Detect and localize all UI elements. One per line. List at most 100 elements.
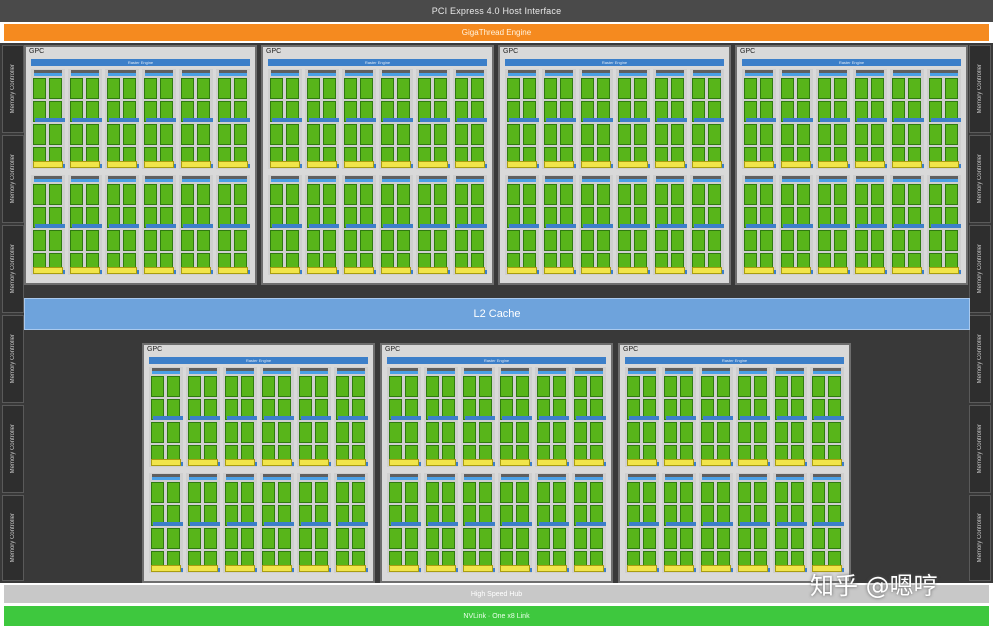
sm-unit: [581, 184, 613, 228]
tpc-block: [305, 69, 339, 169]
cuda-core-block: [929, 184, 942, 205]
cuda-core-block: [405, 528, 418, 549]
polymorph-engine-bar: [745, 73, 773, 76]
polymorph-engine-bar: [656, 73, 684, 76]
sm-unit: [151, 482, 183, 526]
gpc-label: GPC: [385, 346, 401, 353]
tpc-block: [816, 69, 850, 169]
tpc-block: [149, 473, 183, 573]
sm-unit: [107, 184, 139, 228]
polymorph-engine: [71, 70, 99, 73]
sm-unit: [818, 78, 850, 122]
cuda-core-block: [455, 124, 468, 145]
rt-core: [509, 118, 539, 122]
cuda-core-block: [590, 528, 603, 549]
polymorph-engine-bar: [545, 179, 573, 182]
tpc-block: [387, 367, 421, 467]
cuda-core-block: [144, 78, 157, 99]
rt-core: [338, 522, 368, 526]
tpc-block: [342, 69, 376, 169]
nvlink-bar: NVLink · One x8 Link: [4, 606, 989, 626]
tpc-block: [453, 69, 487, 169]
cuda-core-block: [151, 422, 164, 443]
rt-core: [220, 224, 250, 228]
sm-unit: [812, 376, 844, 420]
polymorph-engine: [300, 368, 328, 371]
texture-unit: [418, 161, 448, 168]
gpc-block: GPC Raster Engine: [261, 45, 494, 285]
cuda-core-block: [463, 422, 476, 443]
rt-core: [583, 224, 613, 228]
polymorph-engine: [665, 474, 693, 477]
polymorph-engine: [856, 70, 884, 73]
cuda-core-block: [70, 230, 83, 251]
cuda-core-block: [262, 376, 275, 397]
cuda-core-block: [500, 528, 513, 549]
cuda-core-block: [855, 230, 868, 251]
polymorph-engine-bar: [538, 371, 566, 374]
polymorph-engine-bar: [508, 73, 536, 76]
polymorph-engine: [182, 176, 210, 179]
cuda-core-block: [352, 528, 365, 549]
cuda-core-block: [500, 482, 513, 503]
cuda-core-block: [397, 230, 410, 251]
cuda-core-block: [204, 422, 217, 443]
cuda-core-block: [270, 184, 283, 205]
texture-unit: [107, 267, 137, 274]
rt-core: [629, 522, 659, 526]
cuda-core-block: [434, 124, 447, 145]
gpc-block: GPC Raster Engine: [142, 343, 375, 583]
gpc-block: GPC Raster Engine: [498, 45, 731, 285]
cuda-core-block: [834, 78, 847, 99]
texture-unit: [107, 161, 137, 168]
tpc-block: [579, 69, 613, 169]
cuda-core-block: [262, 482, 275, 503]
cuda-core-block: [590, 482, 603, 503]
tpc-block: [149, 367, 183, 467]
polymorph-engine: [619, 70, 647, 73]
memory-controller-label: Memory Controller: [10, 513, 16, 563]
texture-unit: [701, 459, 731, 466]
cuda-core-block: [692, 230, 705, 251]
high-speed-hub: High Speed Hub: [4, 585, 989, 603]
cuda-core-block: [892, 124, 905, 145]
cuda-core-block: [167, 376, 180, 397]
cuda-core-block: [760, 78, 773, 99]
sm-unit: [381, 78, 413, 122]
cuda-core-block: [225, 422, 238, 443]
polymorph-engine-bar: [782, 73, 810, 76]
rt-core: [666, 522, 696, 526]
rt-core: [391, 416, 421, 420]
rt-core: [931, 118, 961, 122]
cuda-core-block: [286, 184, 299, 205]
sm-unit: [500, 482, 532, 526]
cuda-core-block: [241, 528, 254, 549]
cuda-core-block: [33, 184, 46, 205]
cuda-core-block: [908, 184, 921, 205]
texture-unit: [781, 267, 811, 274]
texture-unit: [655, 161, 685, 168]
rt-core: [465, 522, 495, 526]
polymorph-engine-bar: [108, 179, 136, 182]
polymorph-engine: [189, 368, 217, 371]
cuda-core-block: [812, 528, 825, 549]
sm-unit: [344, 184, 376, 228]
cuda-core-block: [929, 124, 942, 145]
cuda-core-block: [70, 184, 83, 205]
rt-core: [546, 118, 576, 122]
rt-core: [183, 224, 213, 228]
cuda-core-block: [405, 422, 418, 443]
tpc-block: [179, 69, 213, 169]
polymorph-engine: [693, 70, 721, 73]
polymorph-engine-bar: [776, 371, 804, 374]
tpc-block: [297, 367, 331, 467]
cuda-core-block: [197, 78, 210, 99]
texture-unit: [655, 267, 685, 274]
rt-core: [109, 224, 139, 228]
cuda-core-block: [299, 376, 312, 397]
polymorph-engine: [693, 176, 721, 179]
cuda-core-block: [344, 124, 357, 145]
cuda-core-block: [49, 230, 62, 251]
polymorph-engine: [575, 368, 603, 371]
cuda-core-block: [754, 528, 767, 549]
